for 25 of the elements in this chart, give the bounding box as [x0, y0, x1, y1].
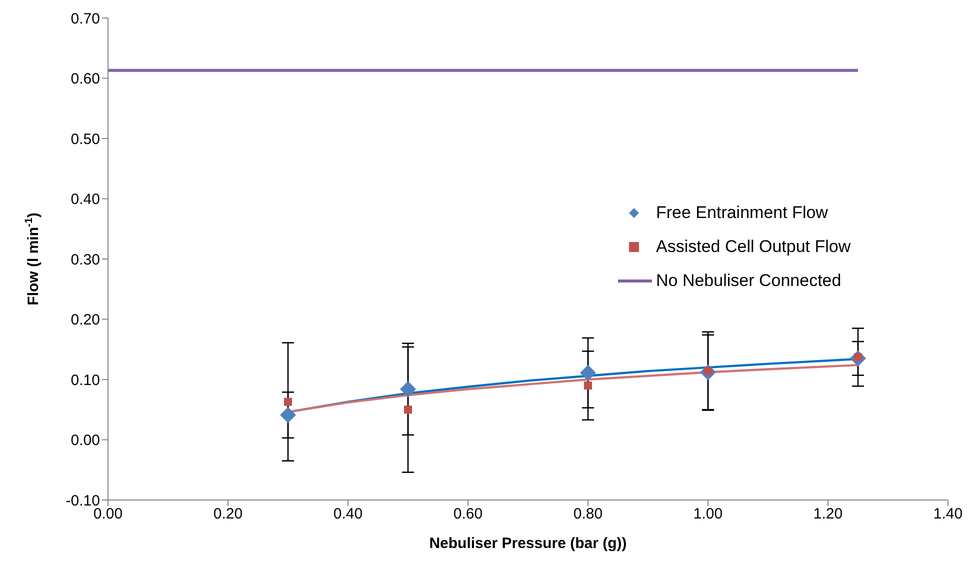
x-tick-label: 0.40 — [333, 506, 363, 523]
y-tick-label: 0.00 — [70, 432, 100, 450]
point — [584, 382, 592, 390]
x-tick-label: 1.20 — [813, 506, 843, 523]
legend-label: Free Entrainment Flow — [656, 203, 828, 223]
x-tick-label: 1.00 — [693, 506, 723, 523]
x-tick-label: 1.40 — [933, 506, 963, 523]
x-tick-label: 0.60 — [453, 506, 483, 523]
point — [280, 407, 296, 424]
y-tick-label: 0.30 — [70, 251, 100, 268]
y-tick-label: 0.20 — [70, 312, 100, 329]
y-tick-label: 0.10 — [70, 372, 100, 389]
point — [580, 364, 596, 381]
x-axis-title: Nebuliser Pressure (bar (g)) — [429, 535, 627, 552]
y-tick-label: 0.40 — [70, 191, 100, 208]
y-tick-label: 0.50 — [70, 130, 100, 148]
point — [404, 406, 412, 414]
point — [284, 398, 292, 406]
legend-label: No Nebuliser Connected — [656, 271, 842, 291]
y-tick-label: 0.70 — [70, 10, 100, 28]
x-tick-label: 0.80 — [573, 506, 603, 523]
legend-label: Assisted Cell Output Flow — [656, 237, 851, 257]
x-tick-label: 0.20 — [213, 506, 243, 523]
point — [400, 381, 416, 398]
y-tick-label: 0.60 — [70, 70, 100, 88]
